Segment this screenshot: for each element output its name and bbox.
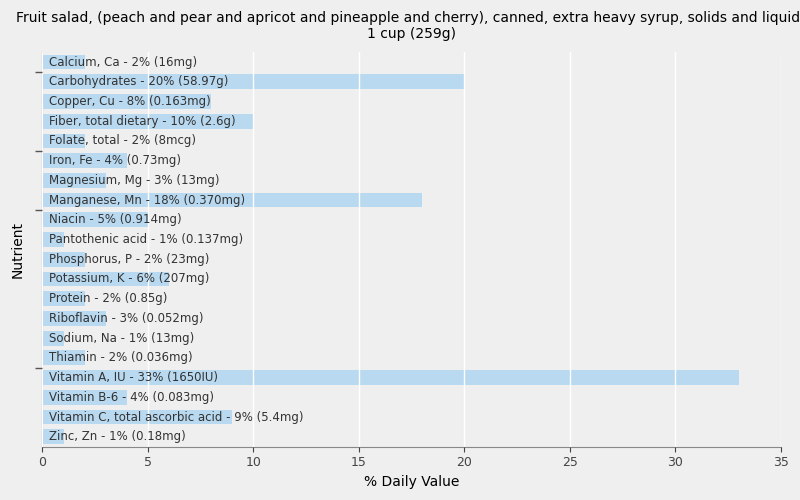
Bar — [42, 311, 106, 326]
Bar — [42, 272, 169, 286]
Text: Folate, total - 2% (8mcg): Folate, total - 2% (8mcg) — [49, 134, 196, 147]
Bar — [42, 212, 148, 227]
Bar — [42, 114, 254, 128]
Text: Phosphorus, P - 2% (23mg): Phosphorus, P - 2% (23mg) — [49, 253, 209, 266]
Text: Thiamin - 2% (0.036mg): Thiamin - 2% (0.036mg) — [49, 352, 193, 364]
Text: Copper, Cu - 8% (0.163mg): Copper, Cu - 8% (0.163mg) — [49, 95, 210, 108]
Text: Niacin - 5% (0.914mg): Niacin - 5% (0.914mg) — [49, 214, 182, 226]
Bar — [42, 370, 738, 385]
Bar — [42, 331, 63, 345]
Text: Riboflavin - 3% (0.052mg): Riboflavin - 3% (0.052mg) — [49, 312, 203, 325]
Text: Sodium, Na - 1% (13mg): Sodium, Na - 1% (13mg) — [49, 332, 194, 344]
Bar — [42, 134, 85, 148]
Bar — [42, 252, 85, 266]
Text: Vitamin B-6 - 4% (0.083mg): Vitamin B-6 - 4% (0.083mg) — [49, 391, 214, 404]
Bar — [42, 390, 127, 404]
Title: Fruit salad, (peach and pear and apricot and pineapple and cherry), canned, extr: Fruit salad, (peach and pear and apricot… — [16, 11, 800, 42]
Text: Manganese, Mn - 18% (0.370mg): Manganese, Mn - 18% (0.370mg) — [49, 194, 245, 206]
Bar — [42, 173, 106, 188]
Text: Vitamin C, total ascorbic acid - 9% (5.4mg): Vitamin C, total ascorbic acid - 9% (5.4… — [49, 410, 303, 424]
Text: Protein - 2% (0.85g): Protein - 2% (0.85g) — [49, 292, 167, 305]
Text: Potassium, K - 6% (207mg): Potassium, K - 6% (207mg) — [49, 272, 209, 285]
Bar — [42, 54, 85, 70]
Text: Zinc, Zn - 1% (0.18mg): Zinc, Zn - 1% (0.18mg) — [49, 430, 186, 444]
Text: Calcium, Ca - 2% (16mg): Calcium, Ca - 2% (16mg) — [49, 56, 197, 68]
Text: Vitamin A, IU - 33% (1650IU): Vitamin A, IU - 33% (1650IU) — [49, 371, 218, 384]
Bar — [42, 94, 211, 109]
Text: Iron, Fe - 4% (0.73mg): Iron, Fe - 4% (0.73mg) — [49, 154, 181, 167]
Text: Carbohydrates - 20% (58.97g): Carbohydrates - 20% (58.97g) — [49, 76, 228, 88]
Bar — [42, 292, 85, 306]
Bar — [42, 154, 127, 168]
Bar — [42, 192, 422, 208]
Bar — [42, 350, 85, 366]
Y-axis label: Nutrient: Nutrient — [11, 221, 25, 278]
Bar — [42, 74, 465, 89]
Text: Magnesium, Mg - 3% (13mg): Magnesium, Mg - 3% (13mg) — [49, 174, 219, 187]
Text: Fiber, total dietary - 10% (2.6g): Fiber, total dietary - 10% (2.6g) — [49, 114, 235, 128]
Bar — [42, 410, 232, 424]
X-axis label: % Daily Value: % Daily Value — [364, 475, 459, 489]
Bar — [42, 232, 63, 247]
Text: Pantothenic acid - 1% (0.137mg): Pantothenic acid - 1% (0.137mg) — [49, 233, 243, 246]
Bar — [42, 430, 63, 444]
